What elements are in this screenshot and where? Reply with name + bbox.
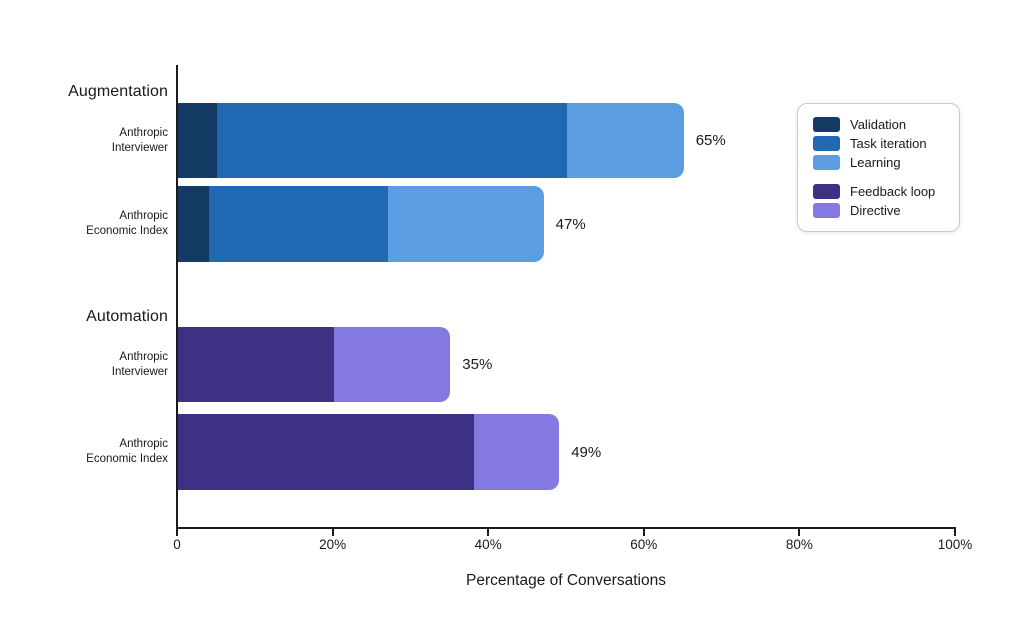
legend-swatch: [813, 155, 840, 170]
x-tick-label: 0: [173, 537, 181, 552]
x-tick: [487, 529, 490, 536]
x-axis: [176, 527, 956, 529]
legend: Validation Task iteration Learning Feedback…: [797, 103, 960, 232]
group-heading: Automation: [86, 308, 168, 325]
legend-label: Learning: [850, 155, 901, 170]
legend-swatch: [813, 117, 840, 132]
bar-segment: [178, 327, 334, 402]
bar-total-label: 47%: [555, 215, 586, 233]
legend-swatch: [813, 184, 840, 199]
bar-segment: [473, 414, 560, 490]
row-label: Anthropic Economic Index: [86, 438, 168, 465]
y-axis: [176, 65, 178, 529]
x-tick: [798, 529, 801, 536]
x-tick-label: 40%: [474, 537, 502, 552]
bar-total-label: 49%: [571, 443, 602, 461]
bar-segment: [567, 103, 684, 178]
bar-total-label: 35%: [462, 356, 493, 373]
bar-segment: [209, 186, 389, 262]
x-tick: [954, 529, 956, 536]
x-tick-label: 80%: [785, 537, 813, 552]
bar-segment: [178, 103, 217, 178]
bar-total-label: 65%: [695, 132, 726, 149]
bar-segment: [388, 186, 544, 262]
legend-label: Directive: [850, 203, 901, 218]
x-tick-label: 100%: [937, 537, 973, 552]
legend-row: Feedback loop: [813, 184, 944, 199]
row-label: Anthropic Interviewer: [111, 350, 168, 378]
row-label: Anthropic Interviewer: [111, 126, 168, 154]
bar-segment: [178, 414, 474, 490]
x-axis-title: Percentage of Conversations: [466, 572, 666, 589]
x-tick: [642, 529, 645, 536]
x-tick-label: 20%: [319, 537, 347, 552]
legend-swatch: [813, 203, 840, 218]
bar-segment: [216, 103, 567, 178]
legend-row: Validation: [813, 117, 944, 132]
legend-label: Validation: [850, 117, 907, 132]
legend-row: Learning: [813, 155, 944, 170]
group-heading: Augmentation: [68, 83, 168, 100]
legend-row: Task iteration: [813, 136, 944, 151]
legend-swatch: [813, 136, 840, 151]
row-label: Anthropic Economic Index: [86, 210, 168, 237]
bar-segment: [178, 186, 210, 262]
x-tick-label: 60%: [630, 537, 658, 552]
legend-label: Task iteration: [850, 136, 927, 151]
legend-row: Directive: [813, 203, 944, 218]
x-tick: [331, 529, 334, 536]
legend-label: Feedback loop: [850, 184, 936, 199]
x-tick: [176, 529, 178, 536]
bar-segment: [333, 327, 451, 402]
